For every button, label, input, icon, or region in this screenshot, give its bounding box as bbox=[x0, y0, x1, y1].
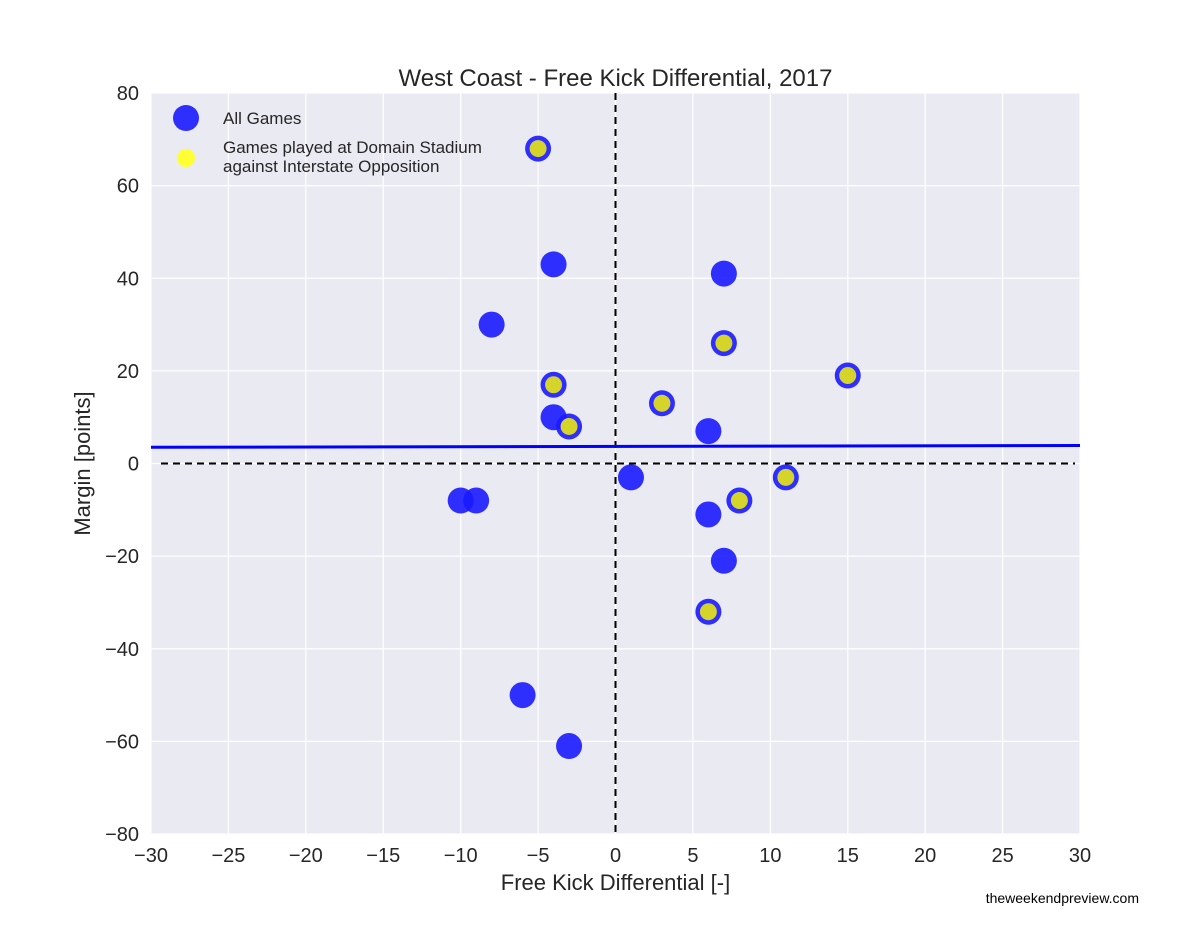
all-games-point bbox=[695, 501, 722, 528]
y-axis-label: Margin [points] bbox=[70, 391, 95, 535]
domain-stadium-point bbox=[730, 492, 748, 510]
trendline bbox=[150, 443, 1081, 449]
x-tick-label: −15 bbox=[366, 845, 400, 867]
source-credit: theweekendpreview.com bbox=[986, 890, 1139, 906]
x-tick-label: 15 bbox=[837, 845, 859, 867]
y-tick-label: 80 bbox=[117, 83, 139, 105]
x-tick-labels: −30 −25 −20 −15 −10 −5 0 5 10 15 20 25 30 bbox=[134, 845, 1091, 867]
y-tick-label: 20 bbox=[117, 361, 139, 383]
y-tick-labels: −80 −60 −40 −20 0 20 40 60 80 bbox=[105, 83, 139, 846]
x-tick-label: −10 bbox=[444, 845, 478, 867]
all-games-point bbox=[540, 251, 567, 278]
all-games-point bbox=[710, 547, 737, 574]
trendline-group bbox=[150, 443, 1081, 449]
x-tick-label: −30 bbox=[134, 845, 168, 867]
all-games-point bbox=[556, 733, 583, 760]
y-tick-label: −80 bbox=[105, 824, 139, 846]
domain-stadium-point bbox=[699, 603, 717, 621]
x-tick-label: −20 bbox=[289, 845, 323, 867]
all-games-point bbox=[478, 311, 505, 338]
all-games-point bbox=[710, 260, 737, 287]
domain-stadium-point bbox=[715, 334, 733, 352]
x-tick-label: 0 bbox=[610, 845, 621, 867]
all-games-point bbox=[509, 682, 536, 709]
all-games-point bbox=[695, 418, 722, 445]
domain-stadium-point bbox=[545, 376, 563, 394]
x-tick-label: 30 bbox=[1069, 845, 1091, 867]
y-tick-label: 60 bbox=[117, 176, 139, 198]
x-tick-label: 5 bbox=[687, 845, 698, 867]
x-tick-label: 10 bbox=[759, 845, 781, 867]
y-tick-label: 40 bbox=[117, 268, 139, 290]
y-tick-label: −60 bbox=[105, 731, 139, 753]
all-games-point bbox=[463, 487, 490, 514]
x-tick-label: 20 bbox=[914, 845, 936, 867]
y-tick-label: −20 bbox=[105, 546, 139, 568]
legend-label-domain-stadium: Games played at Domain Stadium bbox=[223, 138, 482, 157]
domain-stadium-point bbox=[839, 367, 857, 385]
domain-stadium-point bbox=[529, 140, 547, 158]
legend-marker-domain-stadium bbox=[177, 149, 195, 167]
chart-title: West Coast - Free Kick Differential, 201… bbox=[399, 65, 833, 92]
domain-stadium-point bbox=[777, 468, 795, 486]
legend: All Games Games played at Domain Stadiuma… bbox=[173, 105, 482, 176]
domain-stadium-point bbox=[560, 417, 578, 435]
x-tick-label: 25 bbox=[991, 845, 1013, 867]
domain-stadium-point bbox=[653, 394, 671, 412]
all-games-point bbox=[617, 464, 644, 491]
y-tick-label: 0 bbox=[128, 454, 139, 476]
reference-lines bbox=[161, 93, 1075, 834]
data-points bbox=[447, 135, 861, 760]
legend-marker-all-games bbox=[173, 105, 199, 131]
x-axis-label: Free Kick Differential [-] bbox=[501, 870, 730, 895]
legend-label-domain-stadium: against Interstate Opposition bbox=[223, 157, 439, 176]
y-tick-label: −40 bbox=[105, 639, 139, 661]
legend-label-all-games: All Games bbox=[223, 109, 301, 128]
x-tick-label: −5 bbox=[527, 845, 550, 867]
x-tick-label: −25 bbox=[211, 845, 245, 867]
